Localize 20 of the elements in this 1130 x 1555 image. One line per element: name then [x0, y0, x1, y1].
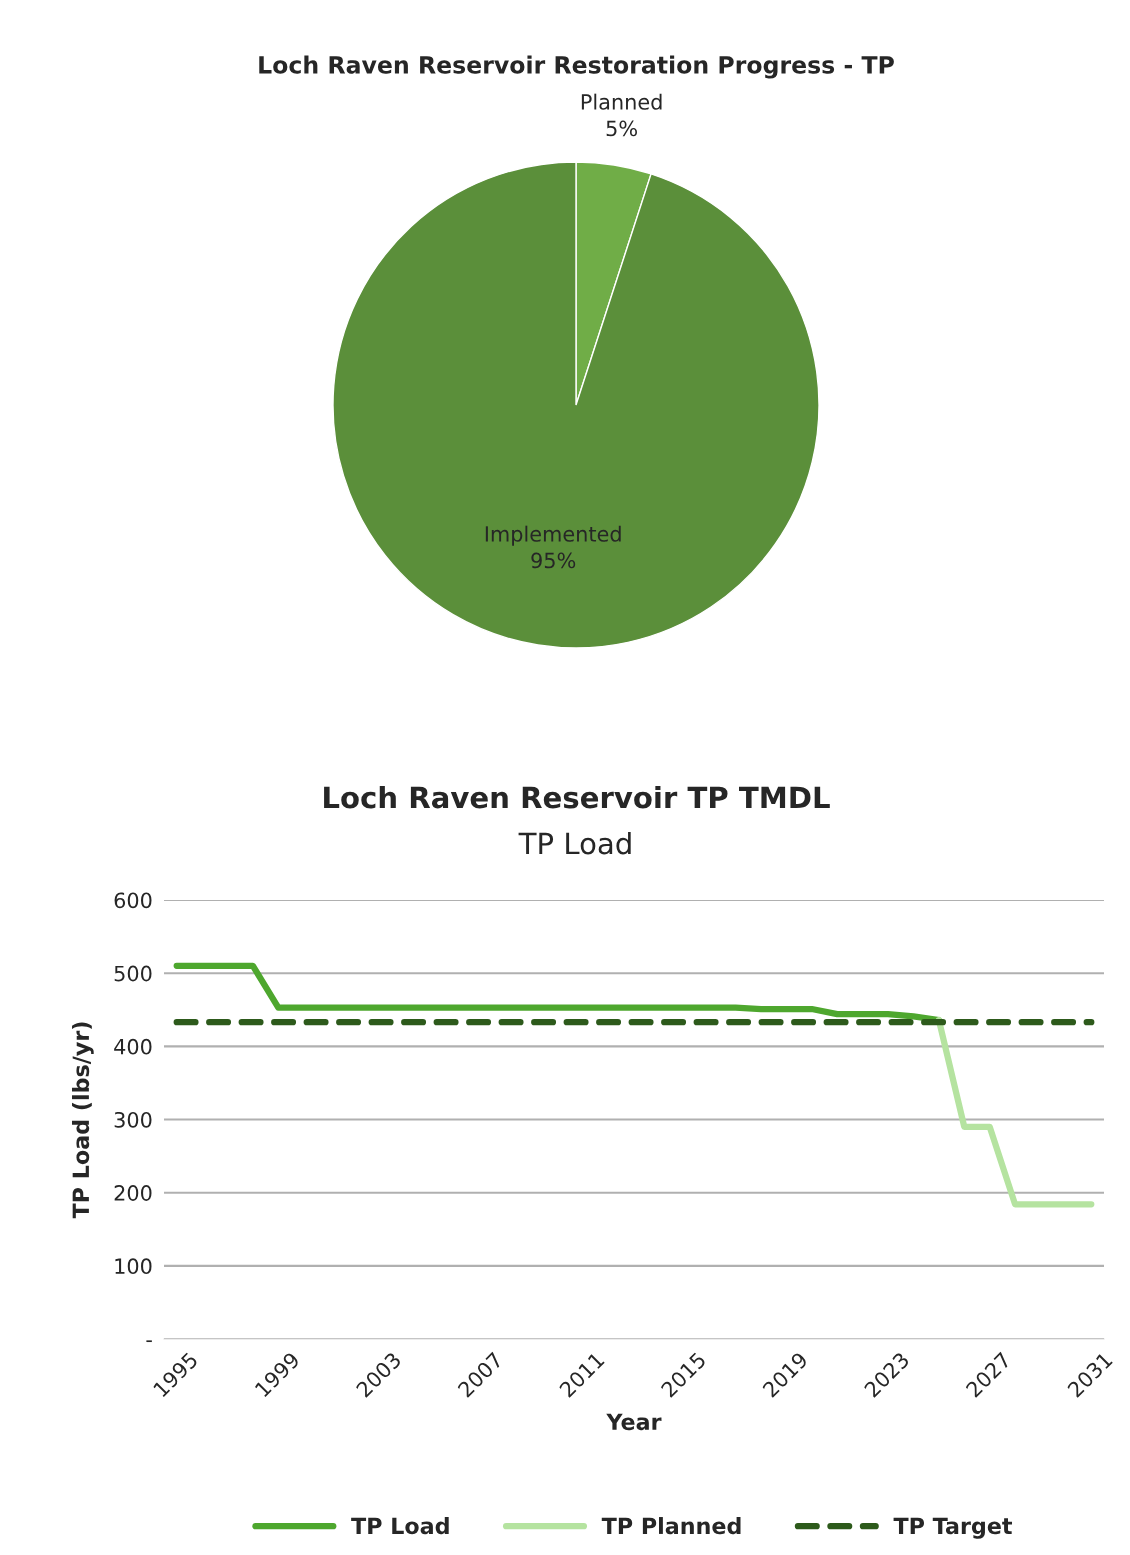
y-tick-label: 300	[114, 1111, 152, 1128]
data-label: 95%	[531, 552, 576, 569]
y-tick-label: 200	[114, 1185, 152, 1201]
legend-label: TP Planned	[601, 1517, 741, 1535]
y-tick-label: 100	[115, 1258, 152, 1275]
slice-label: Implemented	[485, 525, 621, 546]
legend-label: TP Target	[893, 1517, 1013, 1539]
legend-label: TP Load	[351, 1517, 449, 1535]
x-axis-title: Year	[606, 1413, 662, 1431]
slice-label: Planned	[581, 93, 662, 110]
chart-title: Loch Raven Reservoir TP TMDL	[324, 785, 830, 809]
y-tick-label: 600	[114, 892, 152, 909]
chart-title: Loch Raven Reservoir Restoration Progress - TP	[259, 55, 894, 79]
data-label: 5%	[606, 120, 637, 137]
pie-slice	[332, 161, 820, 649]
y-tick-label: 400	[114, 1038, 152, 1055]
chart-subtitle: TP Load	[518, 831, 631, 855]
y-tick-label: 500	[114, 965, 152, 982]
y-axis-title: TP Load (lbs/yr)	[72, 1022, 94, 1219]
y-tick-label: -	[146, 1340, 152, 1343]
